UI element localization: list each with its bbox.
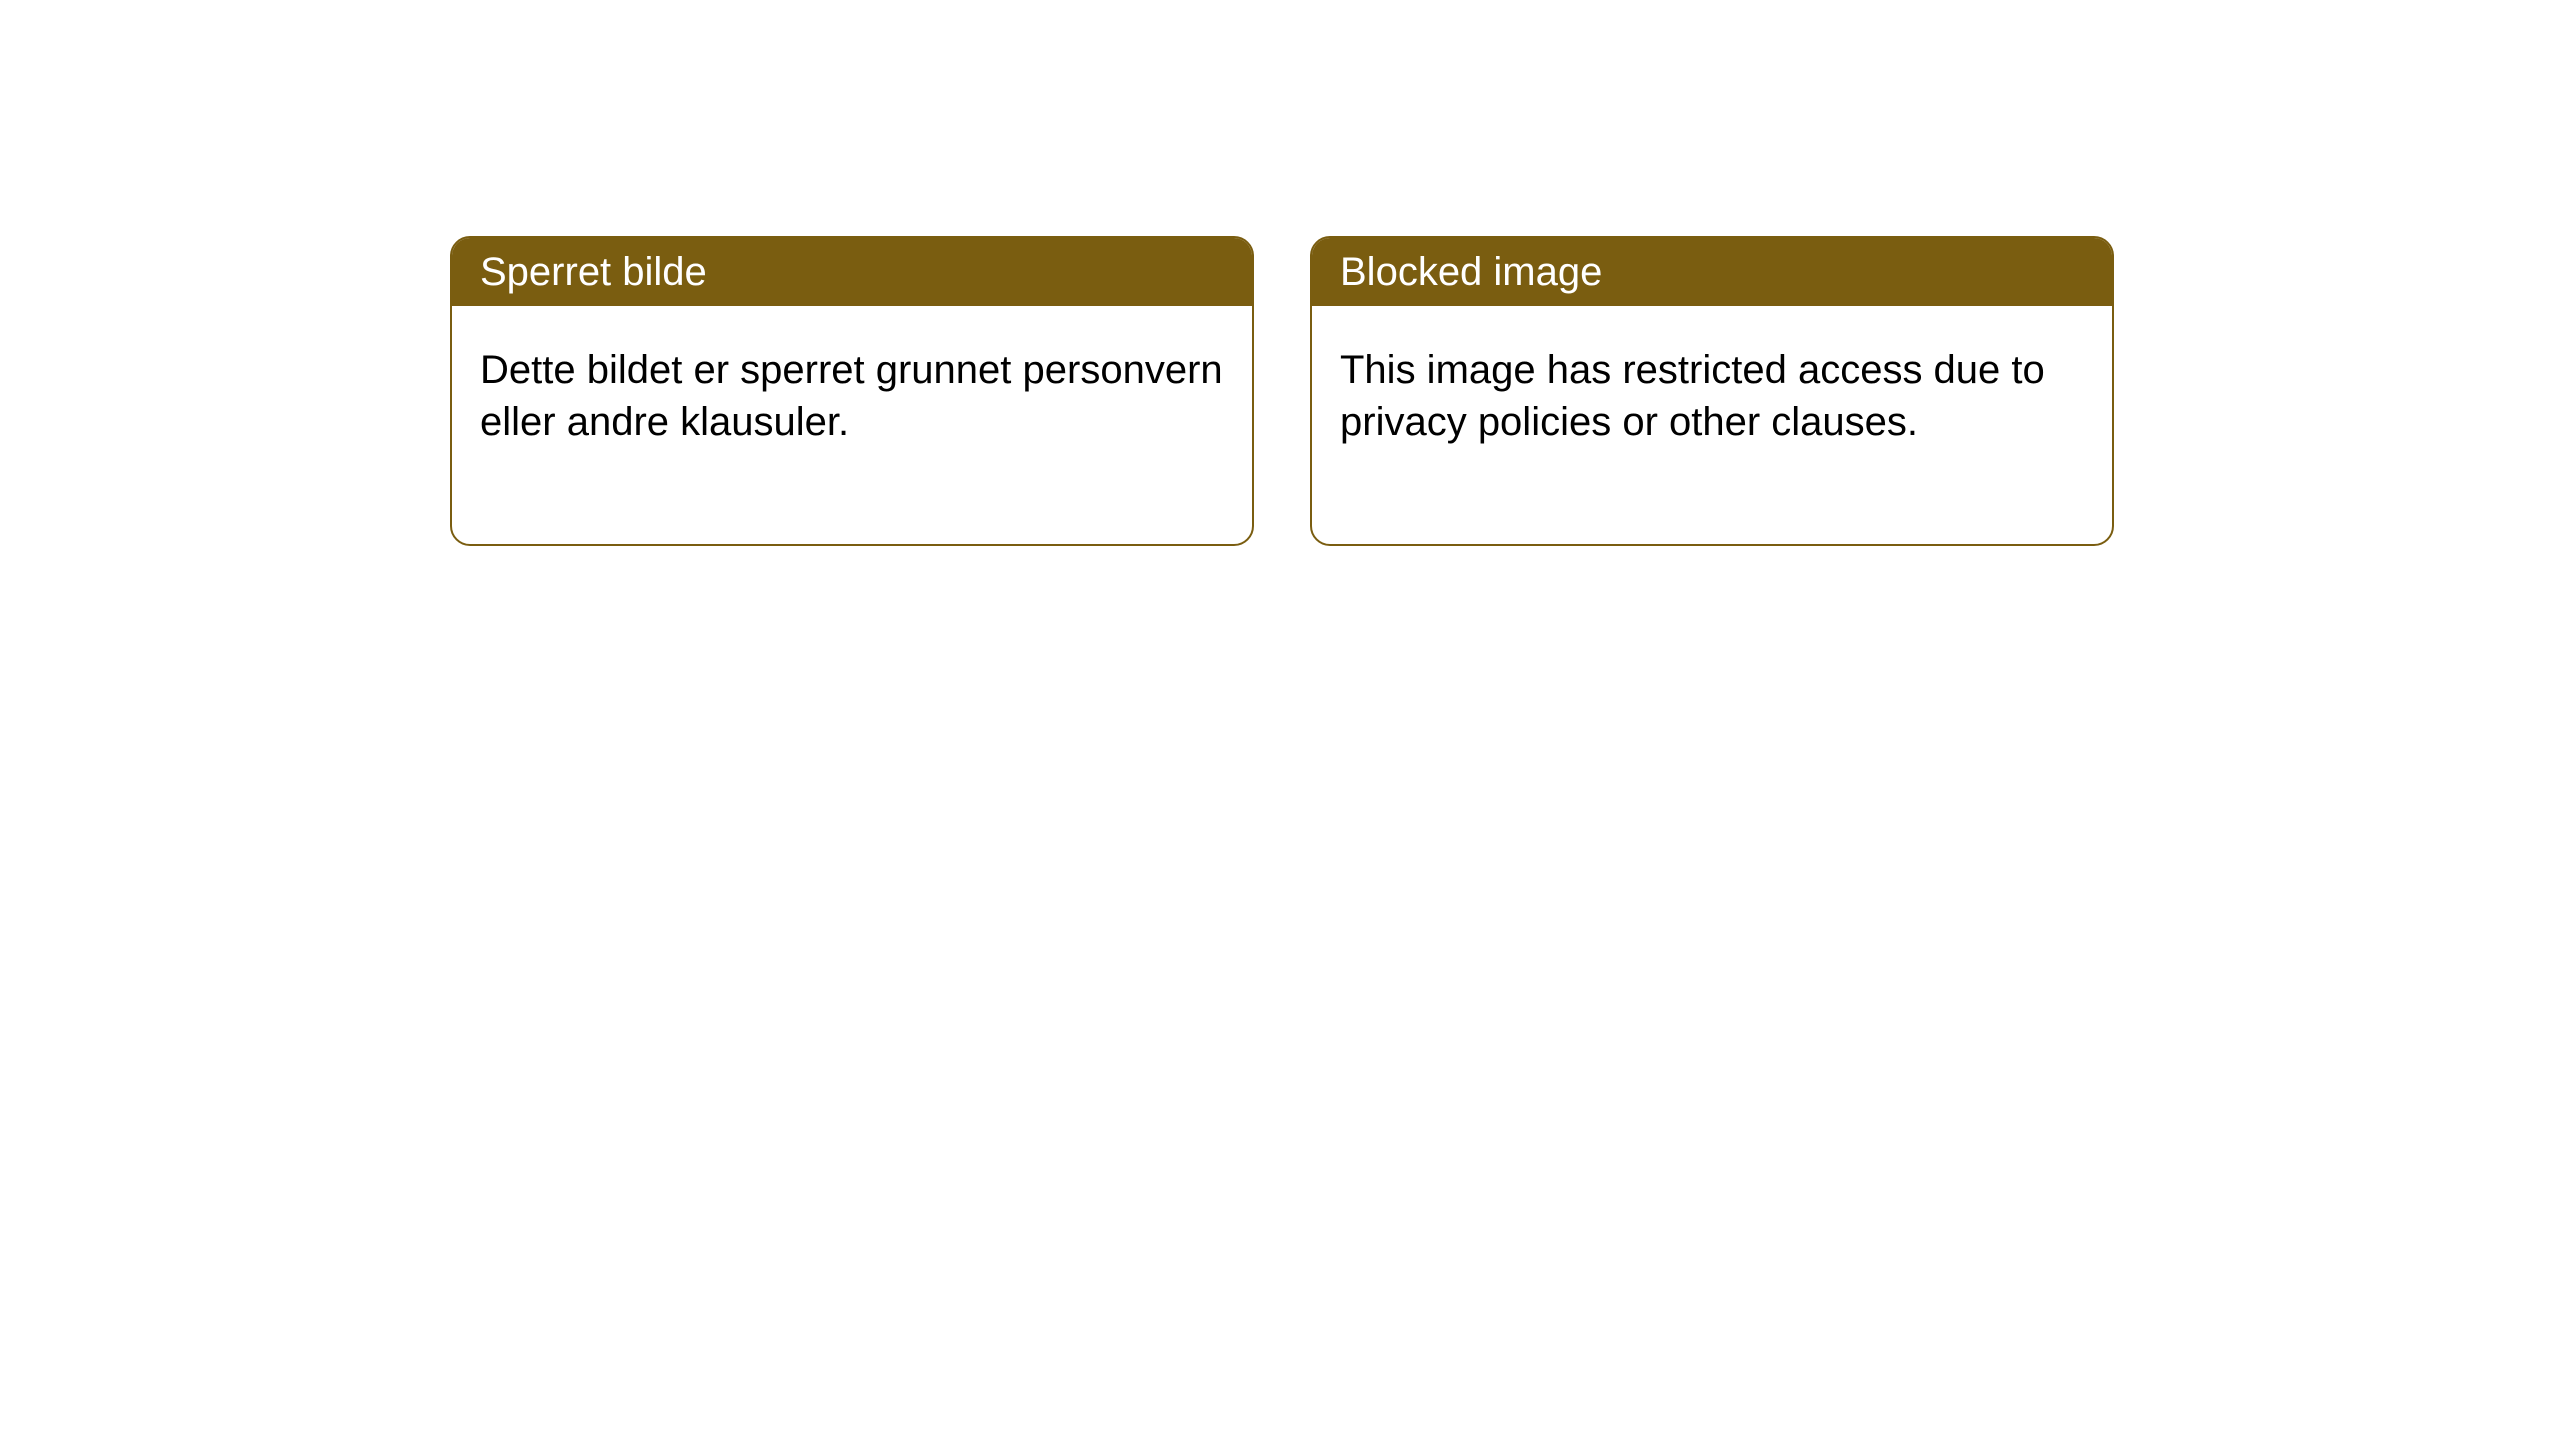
card-title: Blocked image: [1340, 250, 1602, 294]
notice-card-english: Blocked image This image has restricted …: [1310, 236, 2114, 546]
card-body-text: This image has restricted access due to …: [1340, 348, 2045, 444]
card-body: This image has restricted access due to …: [1312, 306, 2112, 544]
notice-cards-container: Sperret bilde Dette bildet er sperret gr…: [0, 0, 2560, 546]
card-body: Dette bildet er sperret grunnet personve…: [452, 306, 1252, 544]
notice-card-norwegian: Sperret bilde Dette bildet er sperret gr…: [450, 236, 1254, 546]
card-header: Blocked image: [1312, 238, 2112, 306]
card-title: Sperret bilde: [480, 250, 707, 294]
card-body-text: Dette bildet er sperret grunnet personve…: [480, 348, 1223, 444]
card-header: Sperret bilde: [452, 238, 1252, 306]
